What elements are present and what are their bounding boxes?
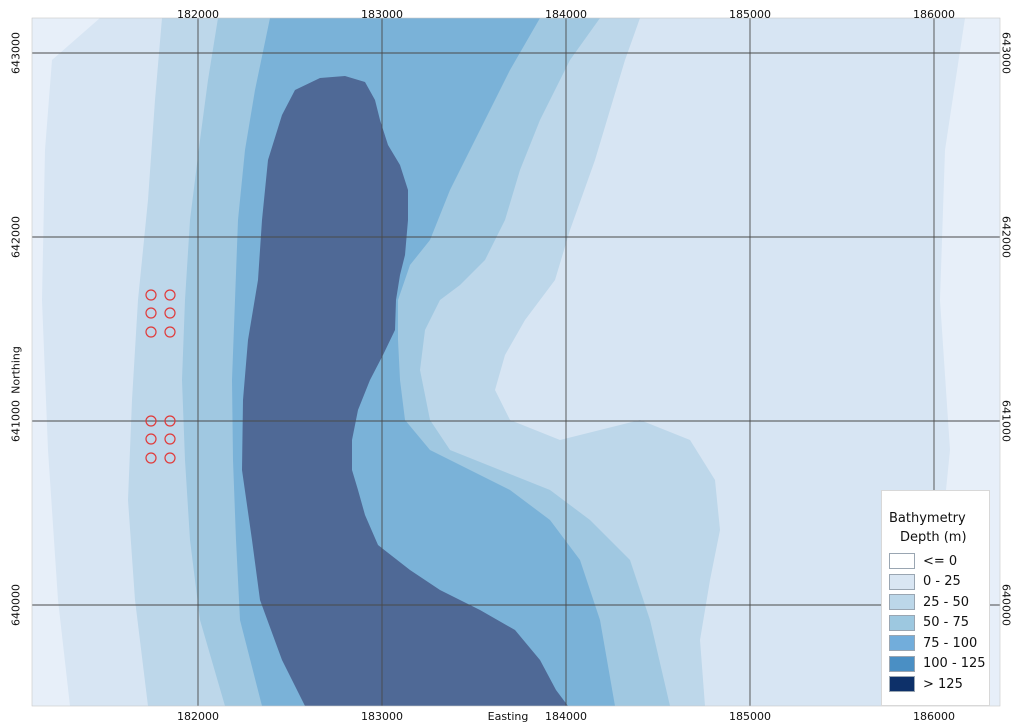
- legend-label: 0 - 25: [923, 574, 961, 589]
- legend-swatch: [889, 676, 915, 692]
- legend-swatch: [889, 614, 915, 631]
- x-tick-bottom-185000: 185000: [729, 710, 771, 723]
- y-tick-left-642000: 642000: [9, 216, 23, 258]
- x-axis-label: Easting: [487, 710, 529, 723]
- x-tick-bottom-182000: 182000: [177, 710, 219, 723]
- graticule: [31, 17, 1001, 707]
- legend-label: 25 - 50: [923, 594, 970, 610]
- site-marker[interactable]: [145, 289, 157, 301]
- y-tick-right-642000: 642000: [999, 216, 1013, 258]
- legend-item: 75 - 100: [889, 633, 977, 653]
- y-tick-right-641000: 641000: [999, 400, 1013, 442]
- site-marker[interactable]: [145, 307, 157, 319]
- legend-label: 50 - 75: [923, 615, 970, 630]
- legend-item: 50 - 75: [889, 613, 969, 633]
- legend-swatch: [889, 573, 915, 590]
- legend-swatch: [889, 553, 915, 569]
- legend-item: 0 - 25: [889, 572, 961, 592]
- y-axis-label: Northing: [9, 346, 23, 394]
- depth-zone-deep: [242, 76, 568, 706]
- map-border: [31, 17, 1001, 707]
- legend-item: > 125: [889, 674, 963, 694]
- site-marker[interactable]: [145, 433, 157, 445]
- x-tick-top-183000: 183000: [361, 8, 403, 21]
- site-marker[interactable]: [164, 415, 176, 427]
- legend-title: Bathymetry: [889, 511, 966, 526]
- site-marker[interactable]: [164, 307, 176, 319]
- site-marker[interactable]: [164, 289, 176, 301]
- site-marker[interactable]: [164, 326, 176, 338]
- legend-label: <= 0: [923, 553, 958, 569]
- y-tick-left-641000: 641000: [9, 400, 23, 442]
- x-tick-top-185000: 185000: [729, 8, 771, 21]
- x-tick-bottom-183000: 183000: [361, 710, 403, 723]
- site-marker[interactable]: [145, 326, 157, 338]
- y-tick-left-643000: 643000: [9, 32, 23, 74]
- legend-label: 75 - 100: [923, 635, 978, 651]
- legend-item: 25 - 50: [889, 592, 969, 612]
- legend-item: 100 - 125: [889, 654, 986, 674]
- site-marker[interactable]: [164, 433, 176, 445]
- legend-swatch: [889, 655, 915, 672]
- site-marker[interactable]: [164, 452, 176, 464]
- legend-subtitle: Depth (m): [900, 530, 967, 545]
- site-marker[interactable]: [145, 415, 157, 427]
- y-tick-right-643000: 643000: [999, 32, 1013, 74]
- x-tick-bottom-186000: 186000: [913, 710, 955, 723]
- legend-swatch: [889, 594, 915, 610]
- x-tick-top-182000: 182000: [177, 8, 219, 21]
- x-tick-top-184000: 184000: [545, 8, 587, 21]
- x-tick-bottom-184000: 184000: [545, 710, 587, 723]
- legend-label: 100 - 125: [923, 656, 986, 671]
- depth-zones-layer: [32, 18, 1000, 706]
- x-tick-top-186000: 186000: [913, 8, 955, 21]
- site-marker[interactable]: [145, 452, 157, 464]
- y-tick-left-640000: 640000: [9, 584, 23, 626]
- legend-item: <= 0: [889, 551, 957, 571]
- y-tick-right-640000: 640000: [999, 584, 1013, 626]
- legend-label: > 125: [923, 676, 963, 692]
- legend: Bathymetry Depth (m) <= 0 0 - 25 25 - 50 50…: [881, 490, 990, 706]
- legend-swatch: [889, 635, 915, 651]
- marker-layer: [145, 289, 176, 464]
